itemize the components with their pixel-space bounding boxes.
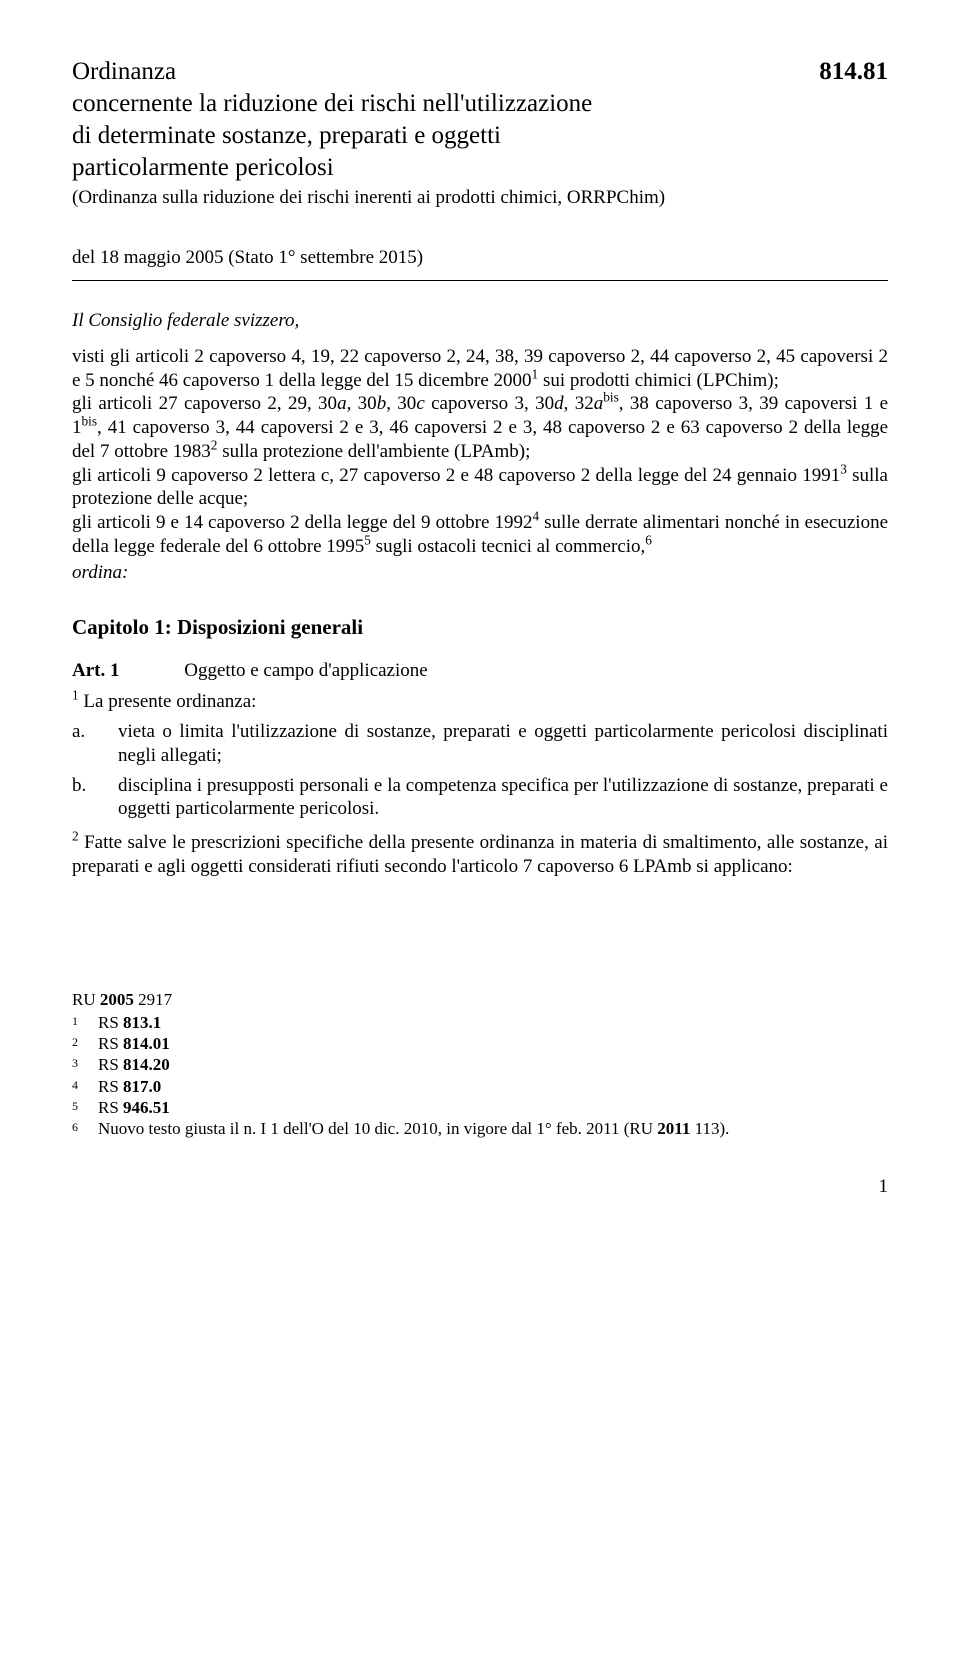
ru-reference: RU RU 2005 29172005 2917 (72, 989, 888, 1010)
preamble-text: , 32 (564, 393, 594, 414)
italic-a: a (337, 393, 347, 414)
document-header: 814.81 Ordinanza concernente la riduzion… (72, 56, 888, 210)
title-line-4: particolarmente pericolosi (72, 152, 768, 184)
footnote-number: 3 (72, 1054, 98, 1075)
list-item-a: a. vieta o limita l'utilizzazione di sos… (72, 720, 888, 768)
footnote-5: 5 RS 946.51 (72, 1097, 888, 1118)
article-1-para-2: 2 Fatte salve le prescrizioni specifiche… (72, 831, 888, 879)
preamble-text: capoverso 3, 30 (425, 393, 554, 414)
preamble-text: gli articoli 9 capoverso 2 lettera c, 27… (72, 465, 840, 486)
footnote-text: RS 817.0 (98, 1076, 888, 1097)
footnote-number: 4 (72, 1076, 98, 1097)
title-short: (Ordinanza sulla riduzione dei rischi in… (72, 186, 768, 210)
italic-c: c (416, 393, 424, 414)
sup-bis: bis (603, 390, 619, 405)
title-line-2: concernente la riduzione dei rischi nell… (72, 88, 768, 120)
footnote-number: 5 (72, 1097, 98, 1118)
sup-bis: bis (82, 414, 98, 429)
preamble-body: visti gli articoli 2 capoverso 4, 19, 22… (72, 345, 888, 559)
preamble-text: gli articoli 27 capoverso 2, 29, 30 (72, 393, 337, 414)
para-text: Fatte salve le prescrizioni specifiche d… (72, 832, 888, 877)
footnote-text: RS 814.01 (98, 1033, 888, 1054)
document-number: 814.81 (819, 56, 888, 87)
article-label: Art. 1 (72, 660, 119, 681)
document-title: Ordinanza concernente la riduzione dei r… (72, 56, 888, 210)
footnote-text: Nuovo testo giusta il n. I 1 dell'O del … (98, 1118, 888, 1139)
italic-a: a (594, 393, 604, 414)
footnote-text: RS 814.20 (98, 1054, 888, 1075)
list-text: vieta o limita l'utilizzazione di sostan… (118, 720, 888, 768)
article-1-heading: Art. 1 Oggetto e campo d'applicazione (72, 659, 888, 683)
footnotes: RU RU 2005 29172005 2917 1 RS 813.1 2 RS… (72, 989, 888, 1140)
page-number: 1 (72, 1175, 888, 1199)
footnote-1: 1 RS 813.1 (72, 1012, 888, 1033)
footnote-4: 4 RS 817.0 (72, 1076, 888, 1097)
chapter-heading: Capitolo 1: Disposizioni generali (72, 614, 888, 640)
preamble-text: , 30 (347, 393, 377, 414)
italic-b: b (377, 393, 387, 414)
horizontal-rule (72, 280, 888, 281)
preamble-authority: Il Consiglio federale svizzero, (72, 309, 888, 333)
preamble-text: , 30 (386, 393, 416, 414)
para-number: 2 (72, 829, 79, 844)
list-marker: a. (72, 720, 118, 768)
footnote-ref-5: 5 (364, 532, 371, 547)
preamble-text: gli articoli 9 e 14 capoverso 2 della le… (72, 512, 532, 533)
para-number: 1 (72, 688, 79, 703)
footnote-text: RS 813.1 (98, 1012, 888, 1033)
preamble-text: sugli ostacoli tecnici al commercio, (371, 536, 645, 557)
footnote-3: 3 RS 814.20 (72, 1054, 888, 1075)
article-1-para-1: 1 La presente ordinanza: (72, 690, 888, 714)
preamble-ordains: ordina: (72, 561, 888, 585)
footnote-ref-3: 3 (840, 461, 847, 476)
list-marker: b. (72, 774, 118, 822)
date-status: del 18 maggio 2005 (Stato 1° settembre 2… (72, 246, 888, 270)
article-title: Oggetto e campo d'applicazione (184, 660, 427, 681)
para-text: La presente ordinanza: (79, 691, 257, 712)
preamble-text: sui prodotti chimici (LPChim); (538, 370, 779, 391)
footnote-number: 2 (72, 1033, 98, 1054)
preamble-text: sulla protezione dell'ambiente (LPAmb); (217, 441, 530, 462)
list-item-b: b. disciplina i presupposti personali e … (72, 774, 888, 822)
footnote-2: 2 RS 814.01 (72, 1033, 888, 1054)
footnote-text: RS 946.51 (98, 1097, 888, 1118)
list-text: disciplina i presupposti personali e la … (118, 774, 888, 822)
footnote-6: 6 Nuovo testo giusta il n. I 1 dell'O de… (72, 1118, 888, 1139)
title-line-1: Ordinanza (72, 56, 768, 88)
title-line-3: di determinate sostanze, preparati e ogg… (72, 120, 768, 152)
footnote-number: 1 (72, 1012, 98, 1033)
footnote-ref-6: 6 (645, 532, 652, 547)
footnote-number: 6 (72, 1118, 98, 1139)
article-1-list: a. vieta o limita l'utilizzazione di sos… (72, 720, 888, 821)
italic-d: d (554, 393, 564, 414)
